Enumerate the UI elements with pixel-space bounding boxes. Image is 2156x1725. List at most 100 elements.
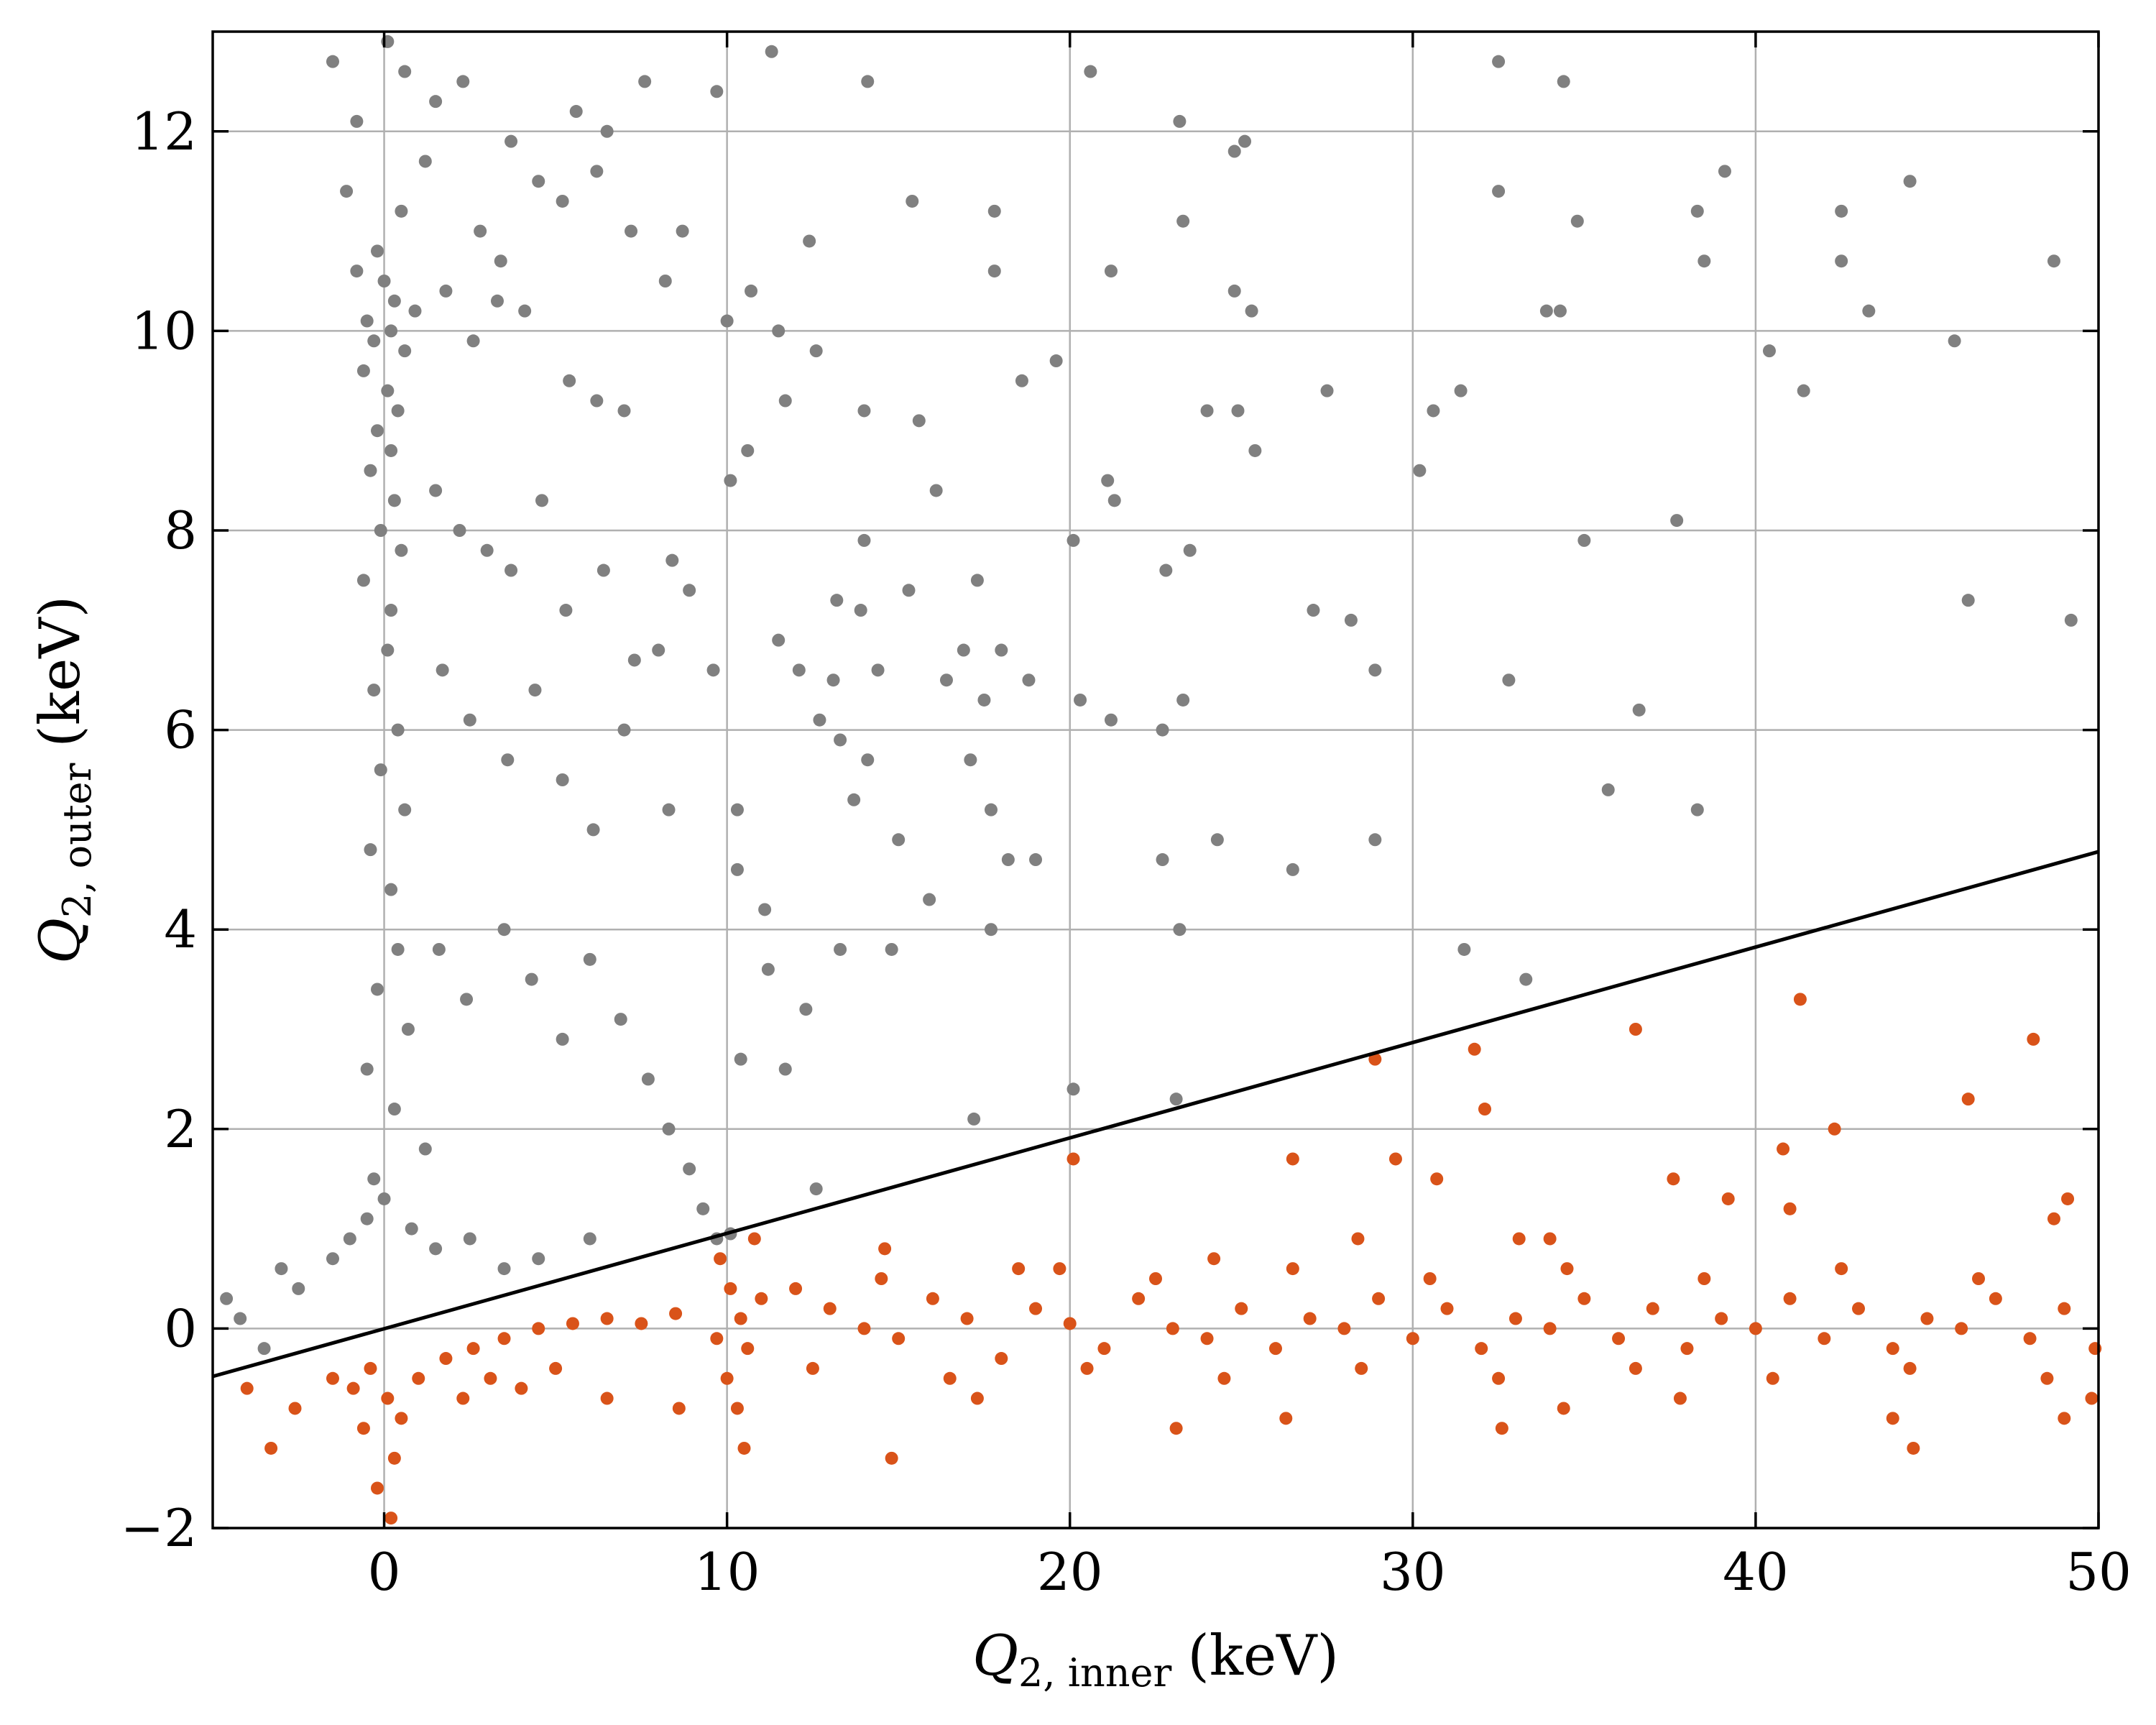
data-point xyxy=(1200,1332,1214,1346)
data-point xyxy=(360,1062,374,1076)
data-point xyxy=(1423,1272,1437,1285)
data-points xyxy=(220,34,2102,1525)
x-axis-unit: (keV) xyxy=(1187,1624,1339,1688)
data-point xyxy=(1307,604,1320,617)
data-point xyxy=(1570,214,1584,228)
data-point xyxy=(741,443,755,457)
data-point xyxy=(995,1352,1008,1366)
data-point xyxy=(1673,1392,1687,1405)
data-point xyxy=(412,1371,425,1385)
x-tick-label: 40 xyxy=(1723,1542,1789,1602)
data-point xyxy=(387,1451,401,1465)
data-point xyxy=(391,404,405,418)
data-point xyxy=(563,374,576,387)
y-tick-labels: −2 0 2 4 6 8 10 12 xyxy=(121,101,197,1558)
data-point xyxy=(418,1142,432,1156)
data-point xyxy=(1543,1322,1557,1335)
x-tick-label: 50 xyxy=(2065,1542,2132,1602)
data-point xyxy=(1886,1412,1899,1425)
data-point xyxy=(381,384,395,397)
data-point xyxy=(480,543,494,557)
data-point xyxy=(264,1441,278,1455)
data-point xyxy=(806,1361,819,1375)
data-point xyxy=(528,684,542,697)
data-point xyxy=(902,584,916,597)
data-point xyxy=(995,643,1008,657)
x-axis-title: Q2, inner (keV) xyxy=(972,1624,1339,1696)
x-tick-labels: 0 10 20 30 40 50 xyxy=(368,1542,2132,1602)
data-point xyxy=(1101,474,1115,487)
data-point xyxy=(501,753,515,767)
data-point xyxy=(1286,862,1299,876)
data-point xyxy=(1468,1042,1481,1056)
data-point xyxy=(505,564,518,577)
data-point xyxy=(367,1172,381,1186)
data-point xyxy=(1268,1342,1282,1356)
data-point xyxy=(556,194,569,208)
data-point xyxy=(1159,564,1173,577)
data-point xyxy=(1279,1412,1293,1425)
data-point xyxy=(734,1312,747,1325)
y-tick-label: 10 xyxy=(131,300,197,361)
data-point xyxy=(984,923,998,937)
data-point xyxy=(1217,1371,1231,1385)
data-point xyxy=(614,1013,627,1026)
data-point xyxy=(809,344,823,358)
data-point xyxy=(1512,1232,1526,1246)
data-point xyxy=(326,55,339,68)
data-point xyxy=(408,304,422,318)
data-point xyxy=(1227,284,1241,298)
data-point xyxy=(384,883,398,896)
data-point xyxy=(834,733,847,747)
data-point xyxy=(627,653,641,667)
data-point xyxy=(720,314,734,328)
data-point xyxy=(1557,1402,1570,1415)
data-point xyxy=(1628,1023,1642,1036)
data-point xyxy=(734,1052,747,1066)
data-point xyxy=(1029,1302,1043,1315)
data-point xyxy=(1492,185,1506,198)
data-point xyxy=(1492,1371,1506,1385)
data-point xyxy=(1553,304,1567,318)
data-point xyxy=(532,175,545,188)
data-point xyxy=(923,893,936,906)
data-point xyxy=(2064,613,2078,627)
data-point xyxy=(696,1202,710,1215)
data-point xyxy=(1368,833,1382,847)
data-point xyxy=(2047,254,2060,268)
data-point xyxy=(1557,75,1570,88)
data-point xyxy=(466,334,480,348)
data-point xyxy=(220,1292,234,1305)
data-point xyxy=(830,594,844,607)
data-point xyxy=(356,364,370,377)
data-point xyxy=(556,773,569,786)
data-point xyxy=(1862,304,1876,318)
x-tick-label: 20 xyxy=(1037,1542,1103,1602)
y-tick-label: 2 xyxy=(164,1099,197,1159)
data-point xyxy=(1104,264,1118,278)
data-point xyxy=(1697,254,1711,268)
data-point xyxy=(463,713,476,727)
data-point xyxy=(617,723,631,737)
data-point xyxy=(943,1371,957,1385)
data-point xyxy=(706,663,720,677)
data-point xyxy=(1368,1052,1382,1066)
data-point xyxy=(1601,783,1615,796)
data-point xyxy=(566,1317,579,1330)
data-point xyxy=(2058,1302,2071,1315)
data-point xyxy=(1903,1361,1917,1375)
data-point xyxy=(1762,344,1776,358)
data-point xyxy=(356,1422,370,1435)
data-point xyxy=(1632,703,1646,717)
data-point xyxy=(398,65,412,78)
data-point xyxy=(2040,1371,2054,1385)
data-point xyxy=(525,972,538,986)
data-point xyxy=(1097,1342,1111,1356)
data-point xyxy=(240,1381,254,1395)
data-point xyxy=(1248,443,1262,457)
data-point xyxy=(1176,693,1190,707)
data-point xyxy=(398,803,412,816)
data-point xyxy=(1207,1252,1221,1266)
data-point xyxy=(1029,853,1043,867)
data-point xyxy=(1835,204,1848,218)
